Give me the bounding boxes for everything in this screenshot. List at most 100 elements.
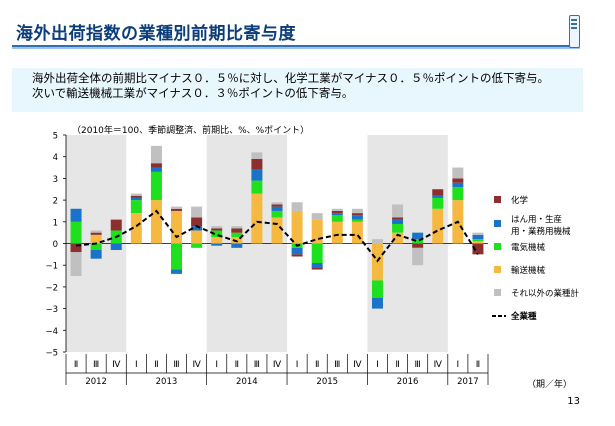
y-tick-label: 5 bbox=[53, 132, 58, 142]
bar-segment bbox=[150, 163, 162, 168]
x-tick-label: Ⅰ bbox=[135, 360, 138, 370]
x-tick-label: Ⅱ bbox=[315, 360, 319, 370]
x-tick-label: Ⅱ bbox=[74, 360, 78, 370]
bar-segment bbox=[70, 252, 82, 277]
x-tick-label: Ⅱ bbox=[395, 360, 399, 370]
x-axis-label: （期／年） bbox=[527, 378, 572, 390]
bar-segment bbox=[472, 243, 484, 255]
legend-swatch bbox=[494, 243, 501, 250]
bar-segment bbox=[90, 234, 102, 244]
year-label: 2016 bbox=[397, 377, 419, 387]
bar-segment bbox=[392, 217, 404, 220]
bar-segment bbox=[211, 236, 223, 244]
bar-segment bbox=[271, 217, 283, 244]
bar-segment bbox=[452, 187, 464, 201]
title-underline bbox=[12, 45, 580, 47]
bar-segment bbox=[171, 206, 183, 209]
bar-segment bbox=[271, 202, 283, 205]
axis-labels: 5 4 3 2 1 0 −1 −2 −3 −4 −5 Ⅱ Ⅲ Ⅳ Ⅰ Ⅱ Ⅲ Ⅳ Ⅰ Ⅱ Ⅲ Ⅳ Ⅰ Ⅱ Ⅲ Ⅳ Ⅰ Ⅱ Ⅲ Ⅳ Ⅰ Ⅱ 201… bbox=[45, 132, 480, 388]
x-tick-label: Ⅳ bbox=[273, 360, 282, 370]
legend-label: 輸送機械 bbox=[511, 265, 546, 276]
x-tick-label: Ⅲ bbox=[415, 360, 421, 370]
bar-segment bbox=[251, 152, 263, 159]
bar-segment bbox=[231, 232, 243, 237]
bar-segment bbox=[331, 221, 343, 244]
x-tick-label: Ⅰ bbox=[457, 360, 460, 370]
bar-segment bbox=[452, 167, 464, 179]
bar-segment bbox=[211, 228, 223, 231]
bar-segment bbox=[191, 243, 203, 248]
bar-segment bbox=[331, 215, 343, 222]
bar-segment bbox=[371, 280, 383, 298]
x-tick-label: Ⅲ bbox=[254, 360, 260, 370]
bar-segment bbox=[412, 239, 424, 244]
x-tick-label: Ⅳ bbox=[112, 360, 121, 370]
legend-swatch bbox=[494, 196, 501, 203]
x-tick-label: Ⅲ bbox=[334, 360, 340, 370]
bar-segment bbox=[432, 195, 444, 198]
bar-segment bbox=[311, 213, 323, 220]
legend-swatch bbox=[494, 266, 501, 273]
bar-segment bbox=[291, 247, 303, 255]
x-tick-label: Ⅰ bbox=[296, 360, 299, 370]
total-line-path bbox=[75, 209, 479, 263]
bar-segment bbox=[291, 254, 303, 257]
y-tick-label: 2 bbox=[53, 197, 58, 207]
summary-line-1: 海外出荷全体の前期比マイナス０．５％に対し、化学工業がマイナス０．５％ポイントの… bbox=[32, 71, 550, 85]
bar-segment bbox=[351, 213, 363, 216]
bar-segment bbox=[171, 208, 183, 211]
bar-segment bbox=[331, 210, 343, 214]
total-line bbox=[75, 209, 479, 263]
bar-segment bbox=[452, 182, 464, 188]
bar-segment bbox=[472, 239, 484, 242]
legend-label: それ以外の業種計 bbox=[511, 288, 580, 299]
bar-segment bbox=[70, 208, 82, 222]
bar-segment bbox=[90, 243, 102, 251]
x-tick-label: Ⅱ bbox=[154, 360, 158, 370]
x-tick-label: Ⅲ bbox=[93, 360, 99, 370]
year-label: 2015 bbox=[316, 377, 338, 387]
bar-segment bbox=[392, 223, 404, 233]
y-tick-label: −5 bbox=[45, 349, 58, 359]
bar-segment bbox=[392, 204, 404, 218]
year-label: 2017 bbox=[457, 377, 479, 387]
legend-swatch bbox=[494, 220, 501, 227]
bar-segment bbox=[90, 230, 102, 233]
bar-segment bbox=[412, 243, 424, 248]
bar-segment bbox=[171, 210, 183, 244]
legend-label: 化学 bbox=[511, 195, 529, 206]
bar-segment bbox=[331, 208, 343, 211]
bar-segment bbox=[452, 178, 464, 183]
bar-segment bbox=[211, 243, 223, 246]
bar-segment bbox=[311, 243, 323, 264]
bar-segment bbox=[291, 202, 303, 211]
bar-segment bbox=[432, 189, 444, 196]
bar-segment bbox=[70, 221, 82, 244]
bar-segment bbox=[90, 250, 102, 259]
bar-segment bbox=[150, 145, 162, 164]
bar-segment bbox=[191, 206, 203, 218]
bar-segment bbox=[371, 297, 383, 309]
bar-segment bbox=[311, 219, 323, 244]
bar-segment bbox=[231, 243, 243, 248]
bar-segment bbox=[331, 213, 343, 216]
bar-segment bbox=[392, 232, 404, 244]
bar-segment bbox=[271, 206, 283, 211]
slide-title: 海外出荷指数の業種別前期比寄与度 bbox=[16, 24, 296, 44]
bar-segment bbox=[191, 230, 203, 244]
bar-segment bbox=[432, 208, 444, 244]
bar-segment bbox=[211, 226, 223, 229]
bar-segment bbox=[150, 200, 162, 244]
bar-segment bbox=[171, 243, 183, 270]
bar-segment bbox=[311, 263, 323, 268]
bar-segment bbox=[251, 193, 263, 244]
y-tick-label: 0 bbox=[53, 240, 58, 250]
stacked-bars bbox=[70, 145, 484, 309]
year-label: 2012 bbox=[85, 377, 107, 387]
bar-segment bbox=[251, 180, 263, 194]
bar-segment bbox=[251, 169, 263, 181]
x-tick-label: Ⅱ bbox=[235, 360, 239, 370]
page-number: 13 bbox=[567, 396, 580, 407]
